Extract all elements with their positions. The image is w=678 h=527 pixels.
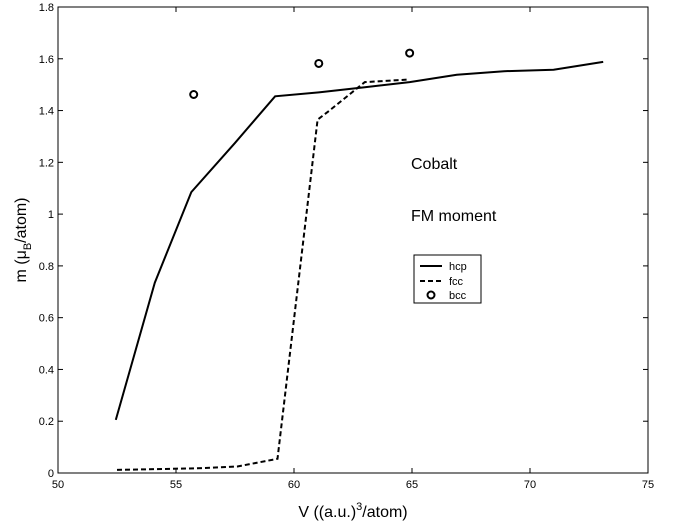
legend-label-fcc: fcc (449, 276, 464, 288)
y-tick-label: 0.8 (39, 261, 54, 273)
point-bcc (405, 48, 415, 58)
x-tick-label: 70 (524, 479, 536, 491)
y-tick-label: 1.6 (39, 54, 54, 66)
plot-area (57, 6, 649, 474)
y-tick-label: 1.8 (39, 2, 54, 14)
annotation-fm-moment: FM moment (411, 208, 497, 225)
y-tick-label: 0.2 (39, 416, 54, 428)
ticks: 50 55 60 65 70 75 0 0.2 0.4 0.6 0.8 1 1.2 1.4 1.6 1.8 (39, 2, 654, 491)
series-layer (114, 48, 604, 471)
x-axis-title: V ((a.u.)3/atom) (298, 501, 407, 521)
y-axis-title: m (μB/atom) (13, 197, 34, 282)
series-line-hcp (114, 60, 604, 421)
legend-label-bcc: bcc (449, 290, 467, 302)
point-bcc (314, 58, 324, 68)
point-bcc (189, 90, 199, 100)
x-tick-label: 65 (406, 479, 418, 491)
x-tick-label: 75 (642, 479, 654, 491)
y-tick-label: 1.4 (39, 106, 54, 118)
legend: hcp fcc bcc (413, 254, 482, 304)
y-tick-label: 1 (48, 209, 54, 221)
annotation-cobalt: Cobalt (411, 156, 458, 173)
y-tick-label: 0.4 (39, 364, 54, 376)
legend-label-hcp: hcp (449, 261, 467, 273)
x-tick-label: 50 (52, 479, 64, 491)
x-tick-label: 55 (170, 479, 182, 491)
legend-swatch-bcc (426, 290, 436, 300)
series-line-fcc (116, 78, 410, 471)
legend-box (413, 254, 482, 304)
y-tick-label: 0.6 (39, 313, 54, 325)
y-tick-label: 1.2 (39, 157, 54, 169)
x-tick-label: 60 (288, 479, 300, 491)
y-tick-label: 0 (48, 468, 54, 480)
